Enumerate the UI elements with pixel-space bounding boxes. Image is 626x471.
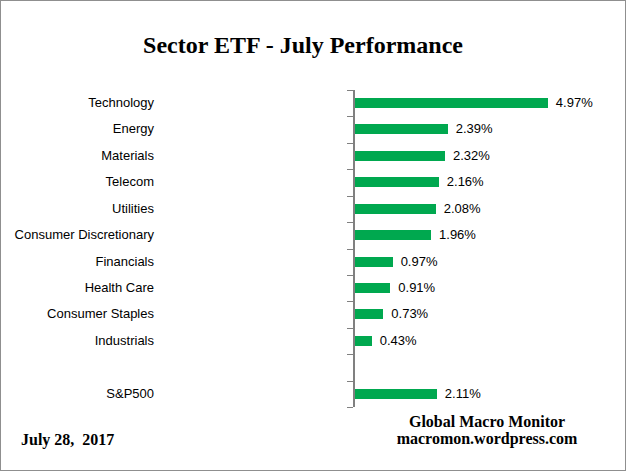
value-label: 0.43% — [380, 328, 417, 354]
chart-row: Consumer Discretionary 1.96% — [1, 222, 626, 248]
chart-row: Industrials 0.43% — [1, 328, 626, 354]
chart-row — [1, 354, 626, 380]
category-label: S&P500 — [1, 381, 154, 407]
bar — [355, 309, 383, 319]
chart-row: Telecom 2.16% — [1, 169, 626, 195]
category-label: Consumer Staples — [1, 301, 154, 327]
category-label: Technology — [1, 90, 154, 116]
category-label: Industrials — [1, 328, 154, 354]
chart-row: Utilities 2.08% — [1, 196, 626, 222]
credit-source-url: macromon.wordpress.com — [371, 430, 603, 447]
value-label: 1.96% — [439, 222, 476, 248]
category-label: Financials — [1, 249, 154, 275]
bar — [355, 177, 439, 187]
category-label: Utilities — [1, 196, 154, 222]
bar — [355, 283, 390, 293]
category-label: Telecom — [1, 169, 154, 195]
category-label: Health Care — [1, 275, 154, 301]
bar — [355, 336, 372, 346]
chart-row: Health Care 0.91% — [1, 275, 626, 301]
value-label: 2.39% — [456, 116, 493, 142]
category-label — [1, 354, 154, 380]
chart-row: Financials 0.97% — [1, 249, 626, 275]
chart-title: Sector ETF - July Performance — [1, 31, 605, 59]
value-label: 2.32% — [453, 143, 490, 169]
value-label: 0.97% — [401, 249, 438, 275]
bar — [355, 230, 431, 240]
chart-frame: Sector ETF - July Performance Technology… — [0, 0, 626, 471]
category-label: Consumer Discretionary — [1, 222, 154, 248]
chart-row: Technology 4.97% — [1, 90, 626, 116]
axis-tick — [347, 407, 353, 408]
value-label: 2.16% — [447, 169, 484, 195]
bar — [355, 389, 437, 399]
credit-block: Global Macro Monitor macromon.wordpress.… — [371, 413, 603, 447]
chart-row: Energy 2.39% — [1, 116, 626, 142]
value-label: 4.97% — [556, 90, 593, 116]
bar — [355, 151, 445, 161]
value-label: 2.11% — [445, 381, 481, 407]
value-label: 0.91% — [398, 275, 435, 301]
category-label: Energy — [1, 116, 154, 142]
bar — [355, 98, 548, 108]
bar — [355, 124, 448, 134]
chart-row: Materials 2.32% — [1, 143, 626, 169]
bar — [355, 204, 436, 214]
credit-source-name: Global Macro Monitor — [371, 413, 603, 430]
chart-row: S&P500 2.11% — [1, 381, 626, 407]
bar — [355, 257, 393, 267]
value-label: 0.73% — [391, 301, 428, 327]
date-label: July 28, 2017 — [21, 430, 114, 450]
chart-row: Consumer Staples 0.73% — [1, 301, 626, 327]
value-label: 2.08% — [444, 196, 481, 222]
category-label: Materials — [1, 143, 154, 169]
